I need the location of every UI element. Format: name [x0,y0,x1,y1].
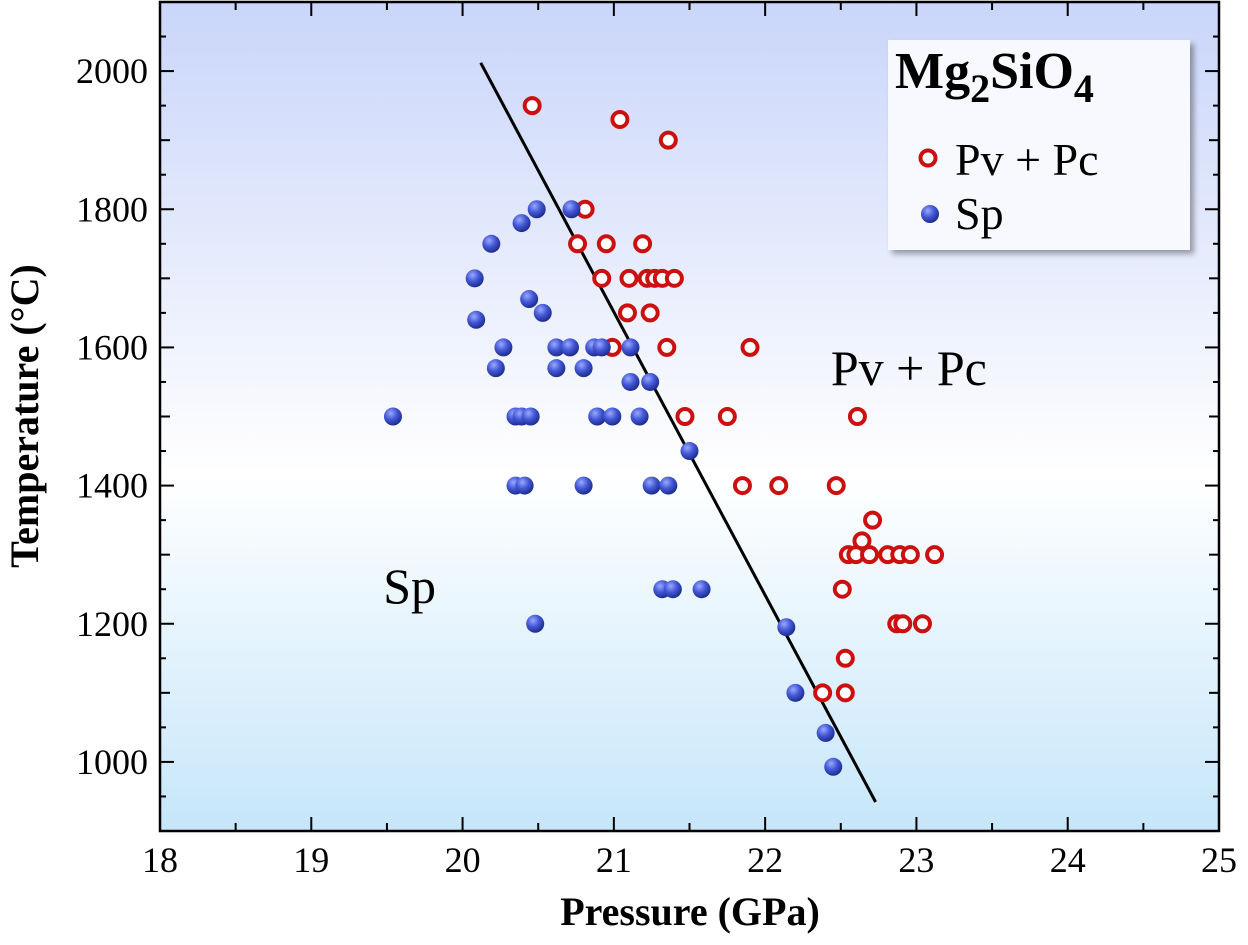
x-tick-label: 21 [596,840,632,880]
annotation-pv-pc: Pv + Pc [831,340,987,396]
x-axis-label: Pressure (GPa) [560,889,820,934]
point-pv-pc [675,407,695,426]
point-sp [467,310,486,329]
phase-boundary-line [479,62,877,803]
point-sp [533,303,552,322]
point-pv-pc [610,109,630,129]
point-pv-pc [568,234,588,254]
point-pv-pc [860,545,880,565]
point-pv-pc [740,337,760,357]
point-sp [659,476,678,495]
point-sp [547,338,566,357]
point-pv-pc [826,476,846,496]
point-sp [574,476,593,495]
point-sp [592,338,611,357]
point-sp [603,407,622,426]
point-sp [486,359,505,378]
point-sp [816,723,835,742]
point-sp [494,338,513,357]
plot-frame [158,0,1221,833]
point-pv-pc [592,268,612,288]
point-pv-pc [522,96,542,116]
point-pv-pc [596,234,616,254]
legend-label-sp: Sp [955,188,1004,239]
point-pv-pc [893,614,913,634]
point-sp [526,614,545,633]
point-sp [560,338,579,357]
y-tick-label: 1400 [76,466,148,506]
point-pv-pc [657,337,677,357]
point-pv-pc [769,476,789,496]
point-sp [547,359,566,378]
point-pv-pc [658,130,678,150]
x-tick-label: 20 [445,840,481,880]
point-sp [692,580,711,599]
legend-marker-pv-pc [918,148,938,168]
point-pv-pc [925,545,945,565]
point-pv-pc [617,303,637,323]
point-pv-pc [640,303,660,323]
point-sp [786,683,805,702]
point-sp [680,442,699,461]
point-sp [515,476,534,495]
y-axis-label: Temperature (°C) [2,264,47,568]
point-pv-pc [847,407,867,426]
point-pv-pc [813,683,833,703]
point-pv-pc [835,648,855,668]
legend-marker-sp [921,205,939,223]
x-tick-label: 24 [1050,840,1086,880]
point-sp [621,372,640,391]
y-tick-label: 2000 [76,51,148,91]
point-pv-pc [619,268,639,288]
point-sp [512,214,531,233]
legend: Mg2SiO4 Pv + Pc Sp [888,40,1190,250]
point-pv-pc [717,407,737,426]
point-pv-pc [832,579,852,599]
point-sp [630,407,649,426]
point-sp [663,580,682,599]
point-sp [588,407,607,426]
point-sp [465,269,484,288]
point-sp [527,200,546,219]
point-pv-pc [732,476,752,496]
legend-label-pv-pc: Pv + Pc [955,134,1099,185]
point-sp [574,359,593,378]
y-tick-label: 1200 [76,604,148,644]
point-sp [777,618,796,637]
x-tick-label: 23 [898,840,934,880]
point-sp [621,338,640,357]
point-sp [521,407,540,426]
point-pv-pc [664,268,684,288]
point-sp [642,476,661,495]
point-sp [482,234,501,253]
point-pv-pc [900,545,920,565]
point-sp [562,200,581,219]
point-sp [641,372,660,391]
point-pv-pc [912,614,932,634]
point-pv-pc [863,510,883,530]
y-tick-label: 1000 [76,742,148,782]
x-tick-label: 25 [1201,840,1237,880]
point-pv-pc [633,234,653,254]
x-tick-label: 19 [293,840,329,880]
y-tick-label: 1600 [76,327,148,367]
point-sp [383,407,402,426]
y-tick-label: 1800 [76,189,148,229]
point-pv-pc [835,683,855,703]
point-sp [520,290,539,309]
legend-title: Mg2SiO4 [895,43,1094,111]
x-tick-label: 18 [142,840,178,880]
point-sp [824,757,843,776]
annotation-sp: Sp [383,558,436,614]
x-tick-label: 22 [747,840,783,880]
